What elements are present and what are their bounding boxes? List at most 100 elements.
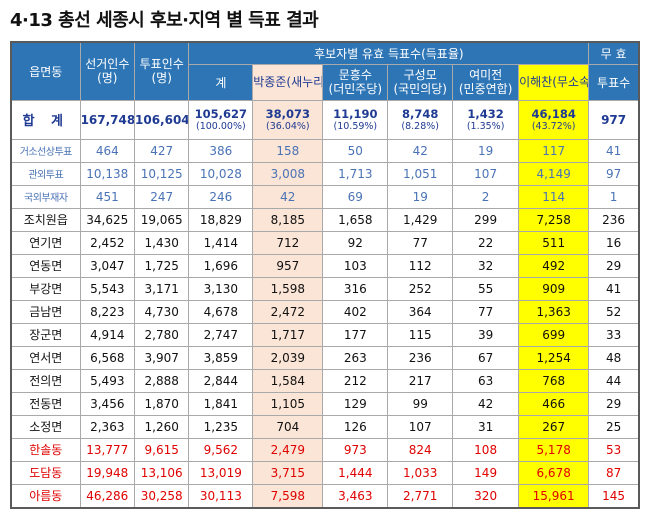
yeo-votes-cell: 77 bbox=[452, 299, 520, 324]
electorate-cell: 464 bbox=[79, 138, 136, 163]
voters-cell: 3,907 bbox=[133, 345, 190, 370]
invalid-cell: 44 bbox=[588, 368, 640, 393]
park-votes-cell: 704 bbox=[252, 414, 324, 439]
valid-total-cell: 30,113 bbox=[188, 483, 254, 508]
electorate-cell: 5,543 bbox=[79, 276, 136, 301]
table-row: 연동면 3,047 1,725 1,696 957 103 112 32 492 29 bbox=[10, 253, 640, 278]
invalid-cell: 29 bbox=[588, 253, 640, 278]
park-votes-cell: 712 bbox=[252, 230, 324, 255]
header-candidate-moon: 문흥수 (더민주당) bbox=[322, 63, 389, 101]
park-votes-cell: 2,039 bbox=[252, 345, 324, 370]
voters-cell: 1,870 bbox=[133, 391, 190, 416]
lee-votes-cell: 267 bbox=[518, 414, 590, 439]
district-name: 조치원읍 bbox=[10, 207, 81, 232]
koo-votes-cell: 115 bbox=[387, 322, 454, 347]
yeo-votes-cell: 22 bbox=[452, 230, 520, 255]
results-table: 읍면동 선거인수 (명) 투표인수 (명) 후보자별 유효 득표수(득표율) 무 효… bbox=[10, 41, 640, 509]
valid-total-cell: 13,019 bbox=[188, 460, 254, 485]
voters-cell: 13,106 bbox=[133, 460, 190, 485]
koo-votes-cell: 112 bbox=[387, 253, 454, 278]
lee-votes-cell: 7,258 bbox=[518, 207, 590, 232]
yeo-votes-cell: 19 bbox=[452, 138, 520, 163]
invalid-cell: 41 bbox=[588, 276, 640, 301]
yeo-votes-cell: 32 bbox=[452, 253, 520, 278]
koo-votes-cell: 252 bbox=[387, 276, 454, 301]
moon-votes-cell: 973 bbox=[322, 437, 389, 462]
table-row: 조치원읍 34,625 19,065 18,829 8,185 1,658 1,429 299… bbox=[10, 207, 640, 232]
voters-cell: 2,888 bbox=[133, 368, 190, 393]
table-row: 전동면 3,456 1,870 1,841 1,105 129 99 42 466 29 bbox=[10, 391, 640, 416]
moon-votes-cell: 50 bbox=[322, 138, 389, 163]
moon-votes-cell: 263 bbox=[322, 345, 389, 370]
koo-votes-cell: 2,771 bbox=[387, 483, 454, 508]
park-votes-cell: 2,472 bbox=[252, 299, 324, 324]
lee-votes-cell: 1,363 bbox=[518, 299, 590, 324]
lee-votes-cell: 15,961 bbox=[518, 483, 590, 508]
electorate-cell: 4,914 bbox=[79, 322, 136, 347]
page-title: 4·13 총선 세종시 후보·지역 별 득표 결과 bbox=[10, 10, 319, 31]
lee-votes-cell: 6,678 bbox=[518, 460, 590, 485]
park-votes-cell: 2,479 bbox=[252, 437, 324, 462]
koo-votes-cell: 1,051 bbox=[387, 161, 454, 186]
voters-cell: 4,730 bbox=[133, 299, 190, 324]
district-name: 장군면 bbox=[10, 322, 81, 347]
yeo-votes-cell: 42 bbox=[452, 391, 520, 416]
header-voters: 투표인수 (명) bbox=[133, 41, 190, 101]
voters-cell: 1,260 bbox=[133, 414, 190, 439]
table-row: 아름동 46,286 30,258 30,113 7,598 3,463 2,771 320 1… bbox=[10, 483, 640, 508]
table-row: 전의면 5,493 2,888 2,844 1,584 212 217 63 768 44 bbox=[10, 368, 640, 393]
valid-total-cell: 1,841 bbox=[188, 391, 254, 416]
electorate-cell: 451 bbox=[79, 184, 136, 209]
moon-votes-cell: 92 bbox=[322, 230, 389, 255]
header-valid-group: 후보자별 유효 득표수(득표율) bbox=[188, 41, 590, 65]
voters-cell: 1,725 bbox=[133, 253, 190, 278]
district-name: 한솔동 bbox=[10, 437, 81, 462]
park-votes-cell: 957 bbox=[252, 253, 324, 278]
voters-cell: 3,171 bbox=[133, 276, 190, 301]
header-invalid-bottom: 투표수 bbox=[588, 63, 640, 101]
lee-votes-cell: 466 bbox=[518, 391, 590, 416]
district-name: 연기면 bbox=[10, 230, 81, 255]
moon-votes-cell: 126 bbox=[322, 414, 389, 439]
table-row: 국외부재자 451 247 246 42 69 19 2 114 1 bbox=[10, 184, 640, 209]
moon-votes-cell: 1,658 bbox=[322, 207, 389, 232]
koo-votes-cell: 42 bbox=[387, 138, 454, 163]
invalid-cell: 48 bbox=[588, 345, 640, 370]
yeo-votes-cell: 2 bbox=[452, 184, 520, 209]
moon-votes-cell: 177 bbox=[322, 322, 389, 347]
electorate-cell: 19,948 bbox=[79, 460, 136, 485]
header-total: 계 bbox=[188, 63, 254, 101]
electorate-cell: 3,456 bbox=[79, 391, 136, 416]
totals-valid: 105,627 (100.00%) bbox=[188, 99, 254, 140]
moon-votes-cell: 103 bbox=[322, 253, 389, 278]
park-votes-cell: 1,584 bbox=[252, 368, 324, 393]
voters-cell: 30,258 bbox=[133, 483, 190, 508]
koo-votes-cell: 236 bbox=[387, 345, 454, 370]
valid-total-cell: 9,562 bbox=[188, 437, 254, 462]
totals-invalid: 977 bbox=[588, 99, 640, 140]
electorate-cell: 10,138 bbox=[79, 161, 136, 186]
invalid-cell: 52 bbox=[588, 299, 640, 324]
district-name: 연동면 bbox=[10, 253, 81, 278]
moon-votes-cell: 129 bbox=[322, 391, 389, 416]
header-invalid-top: 무 효 bbox=[588, 41, 640, 65]
park-votes-cell: 3,715 bbox=[252, 460, 324, 485]
invalid-cell: 145 bbox=[588, 483, 640, 508]
district-name: 부강면 bbox=[10, 276, 81, 301]
valid-total-cell: 246 bbox=[188, 184, 254, 209]
totals-lee: 46,184 (43.72%) bbox=[518, 99, 590, 140]
koo-votes-cell: 217 bbox=[387, 368, 454, 393]
yeo-votes-cell: 108 bbox=[452, 437, 520, 462]
moon-votes-cell: 69 bbox=[322, 184, 389, 209]
lee-votes-cell: 909 bbox=[518, 276, 590, 301]
park-votes-cell: 3,008 bbox=[252, 161, 324, 186]
yeo-votes-cell: 320 bbox=[452, 483, 520, 508]
table-row: 부강면 5,543 3,171 3,130 1,598 316 252 55 909 41 bbox=[10, 276, 640, 301]
totals-electorate: 167,748 bbox=[79, 99, 136, 140]
electorate-cell: 6,568 bbox=[79, 345, 136, 370]
invalid-cell: 1 bbox=[588, 184, 640, 209]
electorate-cell: 3,047 bbox=[79, 253, 136, 278]
table-row: 연서면 6,568 3,907 3,859 2,039 263 236 67 1,254 48 bbox=[10, 345, 640, 370]
koo-votes-cell: 107 bbox=[387, 414, 454, 439]
table-row: 금남면 8,223 4,730 4,678 2,472 402 364 77 1,363 52 bbox=[10, 299, 640, 324]
